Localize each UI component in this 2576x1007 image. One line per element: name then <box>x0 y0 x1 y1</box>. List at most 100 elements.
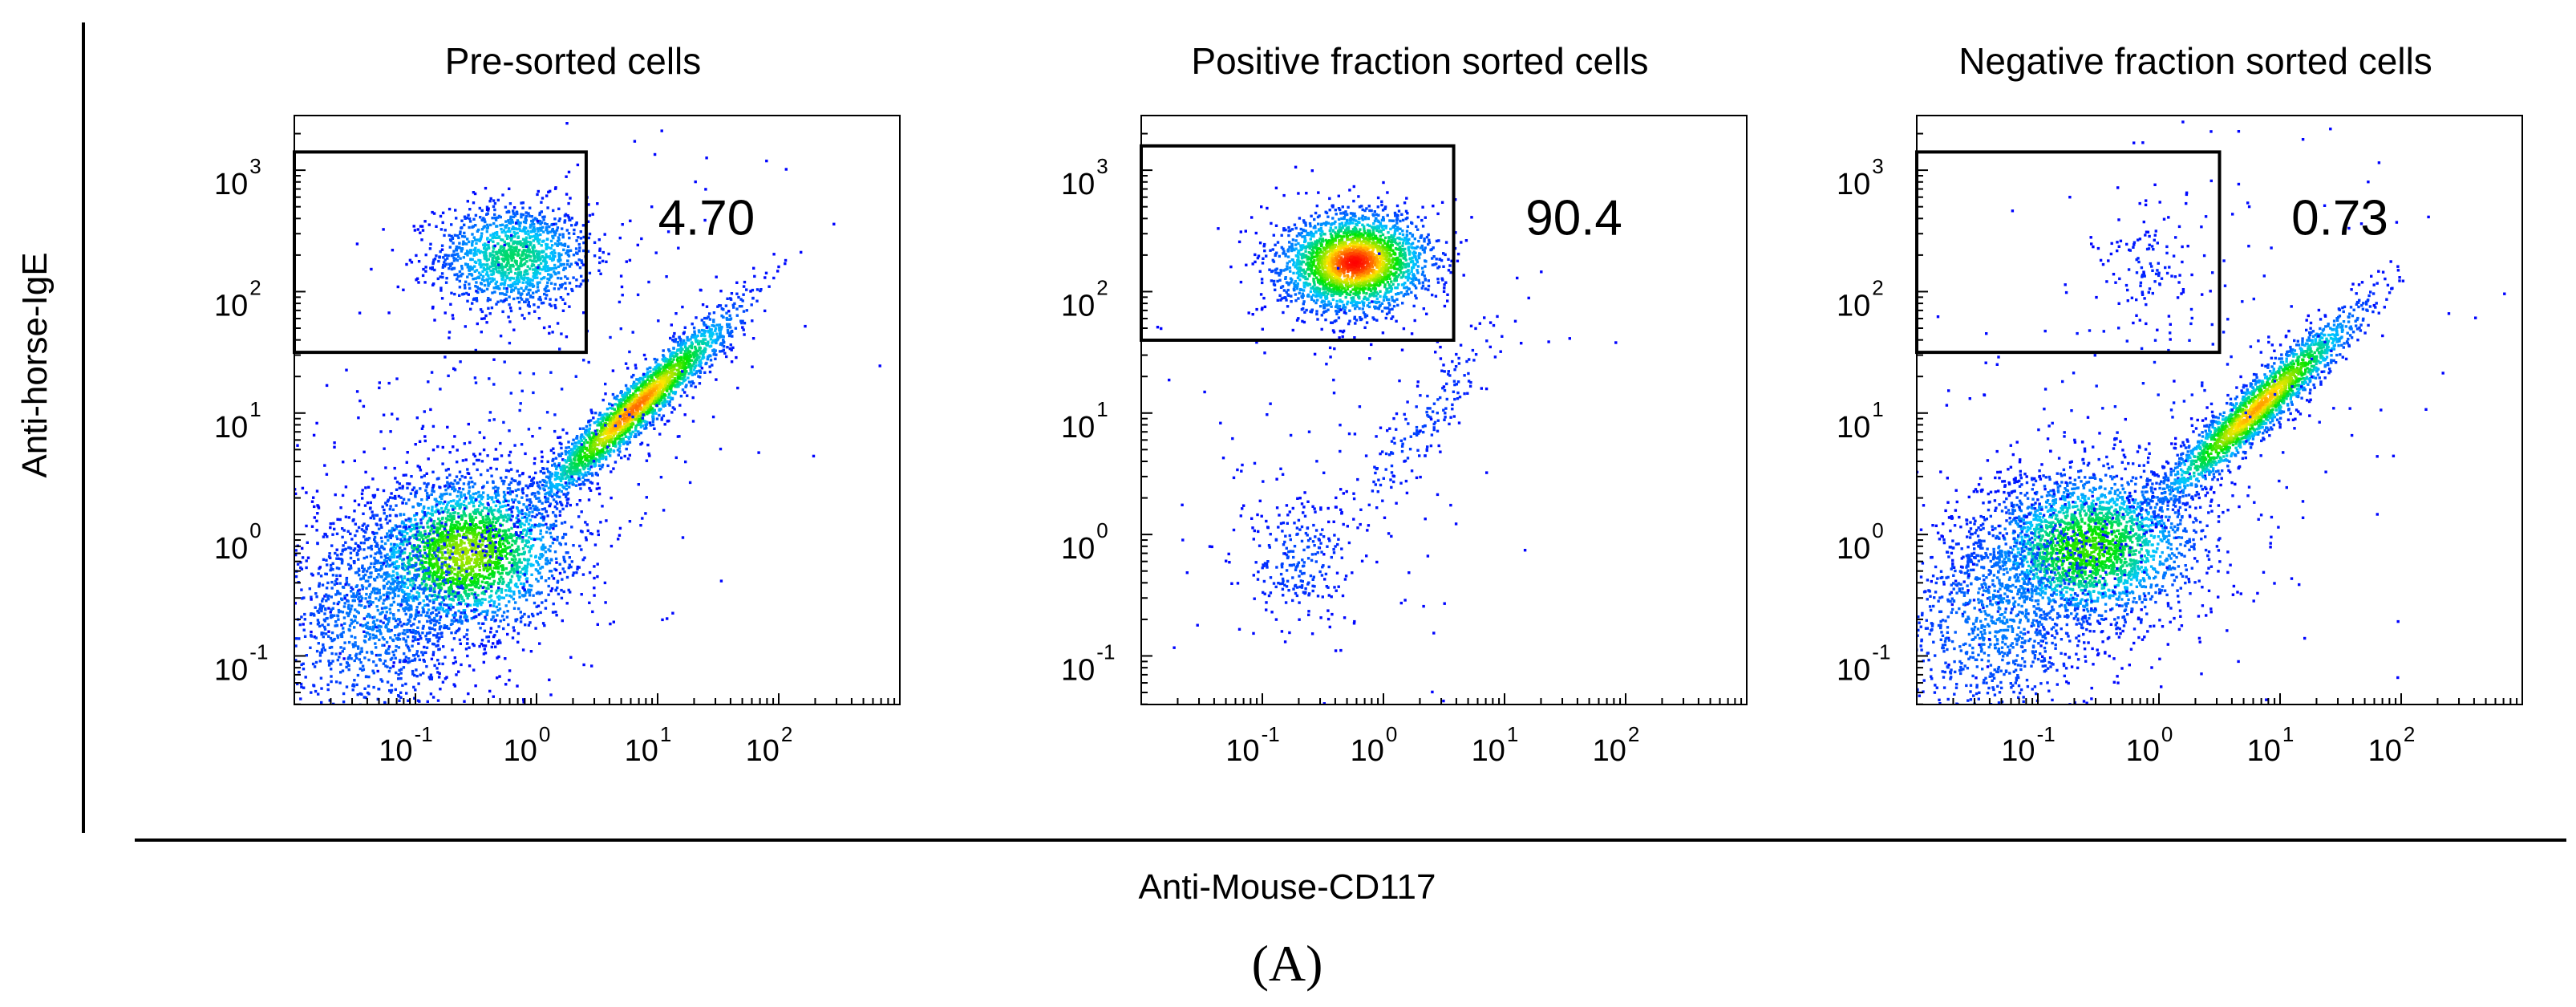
event-dot <box>463 525 467 528</box>
event-dot <box>565 461 568 464</box>
event-dot <box>487 307 490 310</box>
event-dot <box>538 295 541 299</box>
event-dot <box>504 469 508 472</box>
event-dot <box>575 278 578 282</box>
event-dot <box>544 269 548 273</box>
event-dot <box>553 254 557 258</box>
event-dot <box>492 278 496 281</box>
event-dot <box>697 363 700 367</box>
event-dot <box>419 531 423 534</box>
event-dot <box>392 565 396 569</box>
event-dot <box>532 263 536 267</box>
event-dot <box>512 226 516 230</box>
event-dot <box>578 266 582 270</box>
event-dot <box>509 468 513 471</box>
event-dot <box>508 187 511 190</box>
event-dot <box>375 653 379 657</box>
event-dot <box>494 218 498 221</box>
event-dot <box>504 566 508 570</box>
event-dot <box>506 518 509 521</box>
event-dot <box>468 481 471 484</box>
event-dot <box>510 237 513 240</box>
event-dot <box>459 594 462 597</box>
event-dot <box>527 615 530 619</box>
event-dot <box>540 278 543 281</box>
event-dot <box>479 526 482 530</box>
event-dot <box>532 544 535 547</box>
event-dot <box>546 281 549 284</box>
event-dot <box>464 505 468 508</box>
event-dot <box>429 558 433 561</box>
event-dot <box>443 563 446 566</box>
event-dot <box>453 537 456 540</box>
event-dot <box>469 518 473 522</box>
event-dot <box>541 543 545 546</box>
event-dot <box>507 589 511 592</box>
event-dot <box>502 246 506 250</box>
event-dot <box>477 563 480 566</box>
event-dot <box>489 223 492 227</box>
event-dot <box>494 521 498 524</box>
event-dot <box>496 547 500 550</box>
event-dot <box>458 570 462 574</box>
event-dot <box>461 459 465 462</box>
event-dot <box>489 506 492 510</box>
event-dot <box>553 217 557 221</box>
event-dot <box>484 252 488 255</box>
event-dot <box>485 227 489 230</box>
event-dot <box>568 236 571 240</box>
event-dot <box>694 347 698 351</box>
event-dot <box>569 565 573 569</box>
event-dot <box>460 562 464 566</box>
event-dot <box>473 454 477 458</box>
event-dot <box>516 469 519 473</box>
event-dot <box>536 506 539 510</box>
event-dot <box>516 296 520 300</box>
event-dot <box>482 562 485 566</box>
event-dot <box>697 343 701 346</box>
event-dot <box>426 511 430 514</box>
event-dot <box>642 420 646 423</box>
event-dot <box>412 486 416 489</box>
event-dot <box>564 286 567 290</box>
event-dot <box>530 584 533 587</box>
event-dot <box>469 258 472 262</box>
event-dot <box>519 620 523 623</box>
event-dot <box>582 311 585 315</box>
event-dot <box>492 259 495 263</box>
event-dot <box>506 491 510 494</box>
event-dot <box>456 481 460 485</box>
event-dot <box>496 255 500 258</box>
event-dot <box>468 541 471 545</box>
event-dot <box>481 555 484 558</box>
event-dot <box>557 257 561 260</box>
event-dot <box>522 289 525 292</box>
event-dot <box>406 486 409 489</box>
event-dot <box>456 461 459 464</box>
event-dot <box>545 253 548 256</box>
event-dot <box>513 280 516 284</box>
event-dot <box>523 273 526 277</box>
event-dot <box>486 564 489 568</box>
event-dot <box>677 343 680 347</box>
event-dot <box>517 590 521 593</box>
panel-title: Pre-sorted cells <box>445 40 702 82</box>
event-dot <box>485 613 488 616</box>
event-dot <box>435 583 438 586</box>
event-dot <box>588 213 592 217</box>
event-dot <box>452 582 456 585</box>
event-dot <box>457 548 460 551</box>
event-dot <box>545 294 549 297</box>
event-dot <box>557 265 561 269</box>
event-dot <box>471 258 474 262</box>
event-dot <box>476 555 479 558</box>
event-dot <box>465 594 468 597</box>
event-dot <box>434 544 437 547</box>
event-dot <box>577 473 580 476</box>
event-dot <box>470 546 473 550</box>
event-dot <box>628 258 632 262</box>
event-dot <box>479 308 483 311</box>
event-dot <box>402 497 406 501</box>
event-dot <box>702 340 705 343</box>
event-dot <box>504 516 508 519</box>
